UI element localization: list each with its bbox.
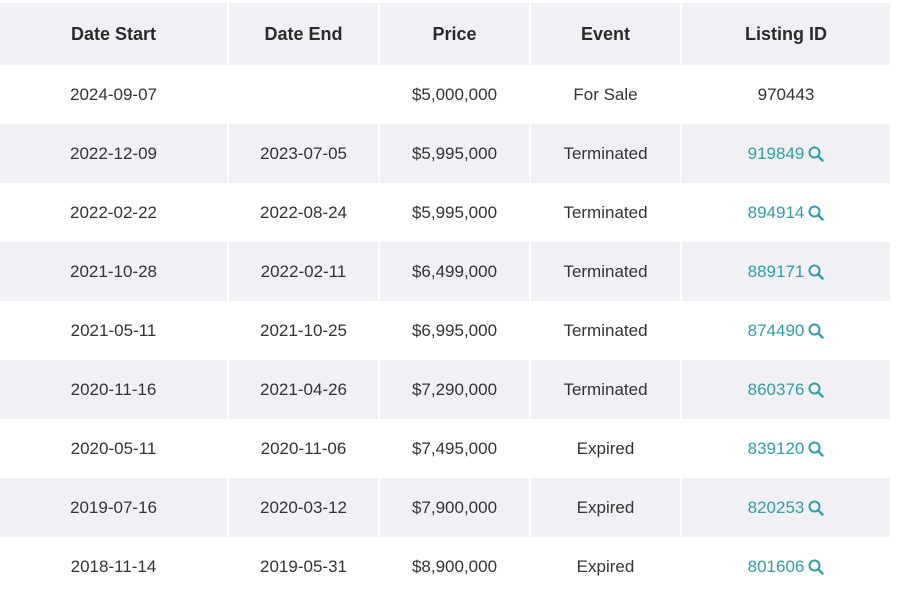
listing-id-link[interactable]: 874490 [748, 321, 825, 341]
search-icon[interactable] [808, 205, 825, 221]
cell-date-end: 2020-03-12 [229, 478, 380, 537]
column-header-event: Event [531, 3, 682, 65]
cell-event: Terminated [531, 301, 682, 360]
cell-date-end: 2022-02-11 [229, 242, 380, 301]
search-icon[interactable] [808, 500, 825, 516]
cell-event: For Sale [531, 65, 682, 124]
cell-listing-id: 970443 [682, 65, 890, 124]
cell-date-start: 2020-05-11 [0, 419, 229, 478]
cell-date-start: 2019-07-16 [0, 478, 229, 537]
cell-price: $7,900,000 [380, 478, 531, 537]
listing-id-text: 839120 [747, 438, 805, 458]
cell-date-end: 2020-11-06 [229, 419, 380, 478]
header-row: Date Start Date End Price Event Listing … [0, 3, 890, 65]
listing-id-text: 874490 [747, 320, 805, 340]
cell-date-start: 2022-12-09 [0, 124, 229, 183]
listing-id-link[interactable]: 889171 [748, 262, 825, 282]
listing-id-link[interactable]: 839120 [748, 439, 825, 459]
listing-id-link[interactable]: 801606 [748, 557, 825, 577]
listing-id-link[interactable]: 919849 [748, 144, 825, 164]
table-row: 2020-05-11 2020-11-06 $7,495,000 Expired 839… [0, 419, 890, 478]
search-icon[interactable] [808, 323, 825, 339]
cell-listing-id: 874490 [682, 301, 890, 360]
column-header-date-end: Date End [229, 3, 380, 65]
column-header-listing-id: Listing ID [682, 3, 890, 65]
search-icon[interactable] [808, 264, 825, 280]
cell-price: $6,995,000 [380, 301, 531, 360]
cell-event: Expired [531, 478, 682, 537]
table-row: 2022-12-09 2023-07-05 $5,995,000 Terminated… [0, 124, 890, 183]
cell-date-start: 2020-11-16 [0, 360, 229, 419]
listing-id-text: 820253 [747, 497, 805, 517]
search-icon[interactable] [808, 382, 825, 398]
table-body: 2024-09-07 $5,000,000 For Sale 970443 2022-1… [0, 65, 890, 596]
listing-id-text: 889171 [747, 261, 805, 281]
listing-id-link[interactable]: 820253 [748, 498, 825, 518]
cell-event: Terminated [531, 124, 682, 183]
listing-id-text: 970443 [757, 84, 815, 104]
listing-id-text: 919849 [747, 143, 805, 163]
cell-price: $5,995,000 [380, 124, 531, 183]
cell-date-start: 2022-02-22 [0, 183, 229, 242]
listing-id-link[interactable]: 860376 [748, 380, 825, 400]
table-row: 2024-09-07 $5,000,000 For Sale 970443 [0, 65, 890, 124]
column-header-price: Price [380, 3, 531, 65]
cell-date-end: 2021-10-25 [229, 301, 380, 360]
cell-price: $5,000,000 [380, 65, 531, 124]
cell-listing-id: 839120 [682, 419, 890, 478]
search-icon[interactable] [808, 146, 825, 162]
cell-event: Expired [531, 419, 682, 478]
table-header: Date Start Date End Price Event Listing … [0, 3, 890, 65]
cell-date-start: 2018-11-14 [0, 537, 229, 596]
cell-event: Terminated [531, 242, 682, 301]
cell-date-start: 2021-10-28 [0, 242, 229, 301]
cell-price: $6,499,000 [380, 242, 531, 301]
search-icon[interactable] [808, 441, 825, 457]
table-row: 2021-10-28 2022-02-11 $6,499,000 Terminated… [0, 242, 890, 301]
cell-date-end: 2019-05-31 [229, 537, 380, 596]
cell-listing-id: 894914 [682, 183, 890, 242]
listing-id-link[interactable]: 894914 [748, 203, 825, 223]
cell-event: Terminated [531, 360, 682, 419]
cell-listing-id: 820253 [682, 478, 890, 537]
cell-event: Terminated [531, 183, 682, 242]
cell-date-start: 2024-09-07 [0, 65, 229, 124]
table-row: 2021-05-11 2021-10-25 $6,995,000 Terminated… [0, 301, 890, 360]
cell-date-end: 2021-04-26 [229, 360, 380, 419]
column-header-date-start: Date Start [0, 3, 229, 65]
cell-listing-id: 801606 [682, 537, 890, 596]
cell-date-start: 2021-05-11 [0, 301, 229, 360]
table-row: 2018-11-14 2019-05-31 $8,900,000 Expired 801… [0, 537, 890, 596]
cell-event: Expired [531, 537, 682, 596]
cell-date-end: 2023-07-05 [229, 124, 380, 183]
table-row: 2022-02-22 2022-08-24 $5,995,000 Terminated… [0, 183, 890, 242]
cell-listing-id: 919849 [682, 124, 890, 183]
search-icon[interactable] [808, 559, 825, 575]
cell-listing-id: 889171 [682, 242, 890, 301]
cell-price: $5,995,000 [380, 183, 531, 242]
listing-id-text: 894914 [747, 202, 805, 222]
listing-history-table: Date Start Date End Price Event Listing … [0, 3, 890, 596]
cell-date-end [229, 65, 380, 124]
table-row: 2019-07-16 2020-03-12 $7,900,000 Expired 820… [0, 478, 890, 537]
table-row: 2020-11-16 2021-04-26 $7,290,000 Terminated… [0, 360, 890, 419]
cell-listing-id: 860376 [682, 360, 890, 419]
cell-price: $8,900,000 [380, 537, 531, 596]
listing-id-text: 860376 [747, 379, 805, 399]
cell-price: $7,290,000 [380, 360, 531, 419]
cell-price: $7,495,000 [380, 419, 531, 478]
cell-date-end: 2022-08-24 [229, 183, 380, 242]
listing-id-text: 801606 [747, 556, 805, 576]
